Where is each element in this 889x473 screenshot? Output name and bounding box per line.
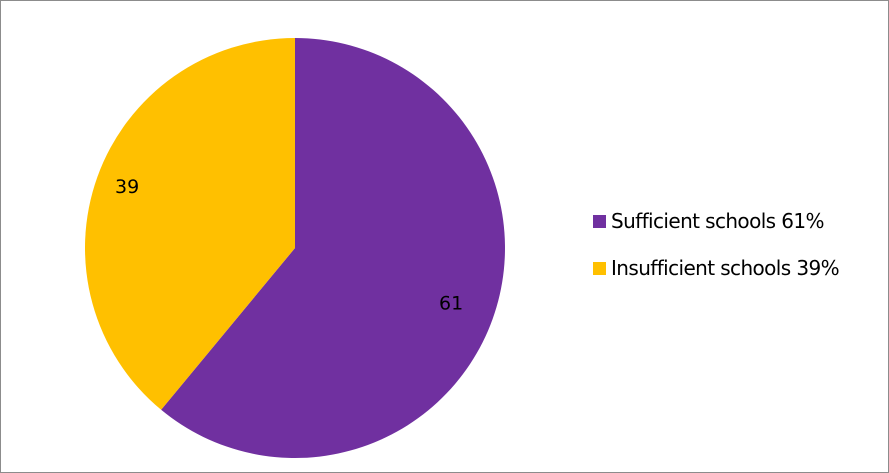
legend-item-insufficient: Insufficient schools 39% — [593, 253, 840, 283]
legend-swatch-insufficient — [593, 261, 606, 275]
legend-swatch-sufficient — [593, 214, 606, 228]
data-label-insufficient: 39 — [115, 176, 139, 198]
legend-label-sufficient: Sufficient schools 61% — [611, 209, 825, 233]
pie-slice-sufficient — [161, 38, 505, 458]
pie-data-labels: 61 39 — [115, 176, 463, 315]
data-label-sufficient: 61 — [439, 293, 463, 315]
pie-slices — [84, 38, 505, 458]
legend-item-sufficient: Sufficient schools 61% — [593, 206, 839, 236]
pie-slice-insufficient — [84, 38, 295, 410]
legend-label-insufficient: Insufficient schools 39% — [611, 256, 840, 280]
legend: Sufficient schools 61% Insufficient scho… — [593, 206, 840, 300]
